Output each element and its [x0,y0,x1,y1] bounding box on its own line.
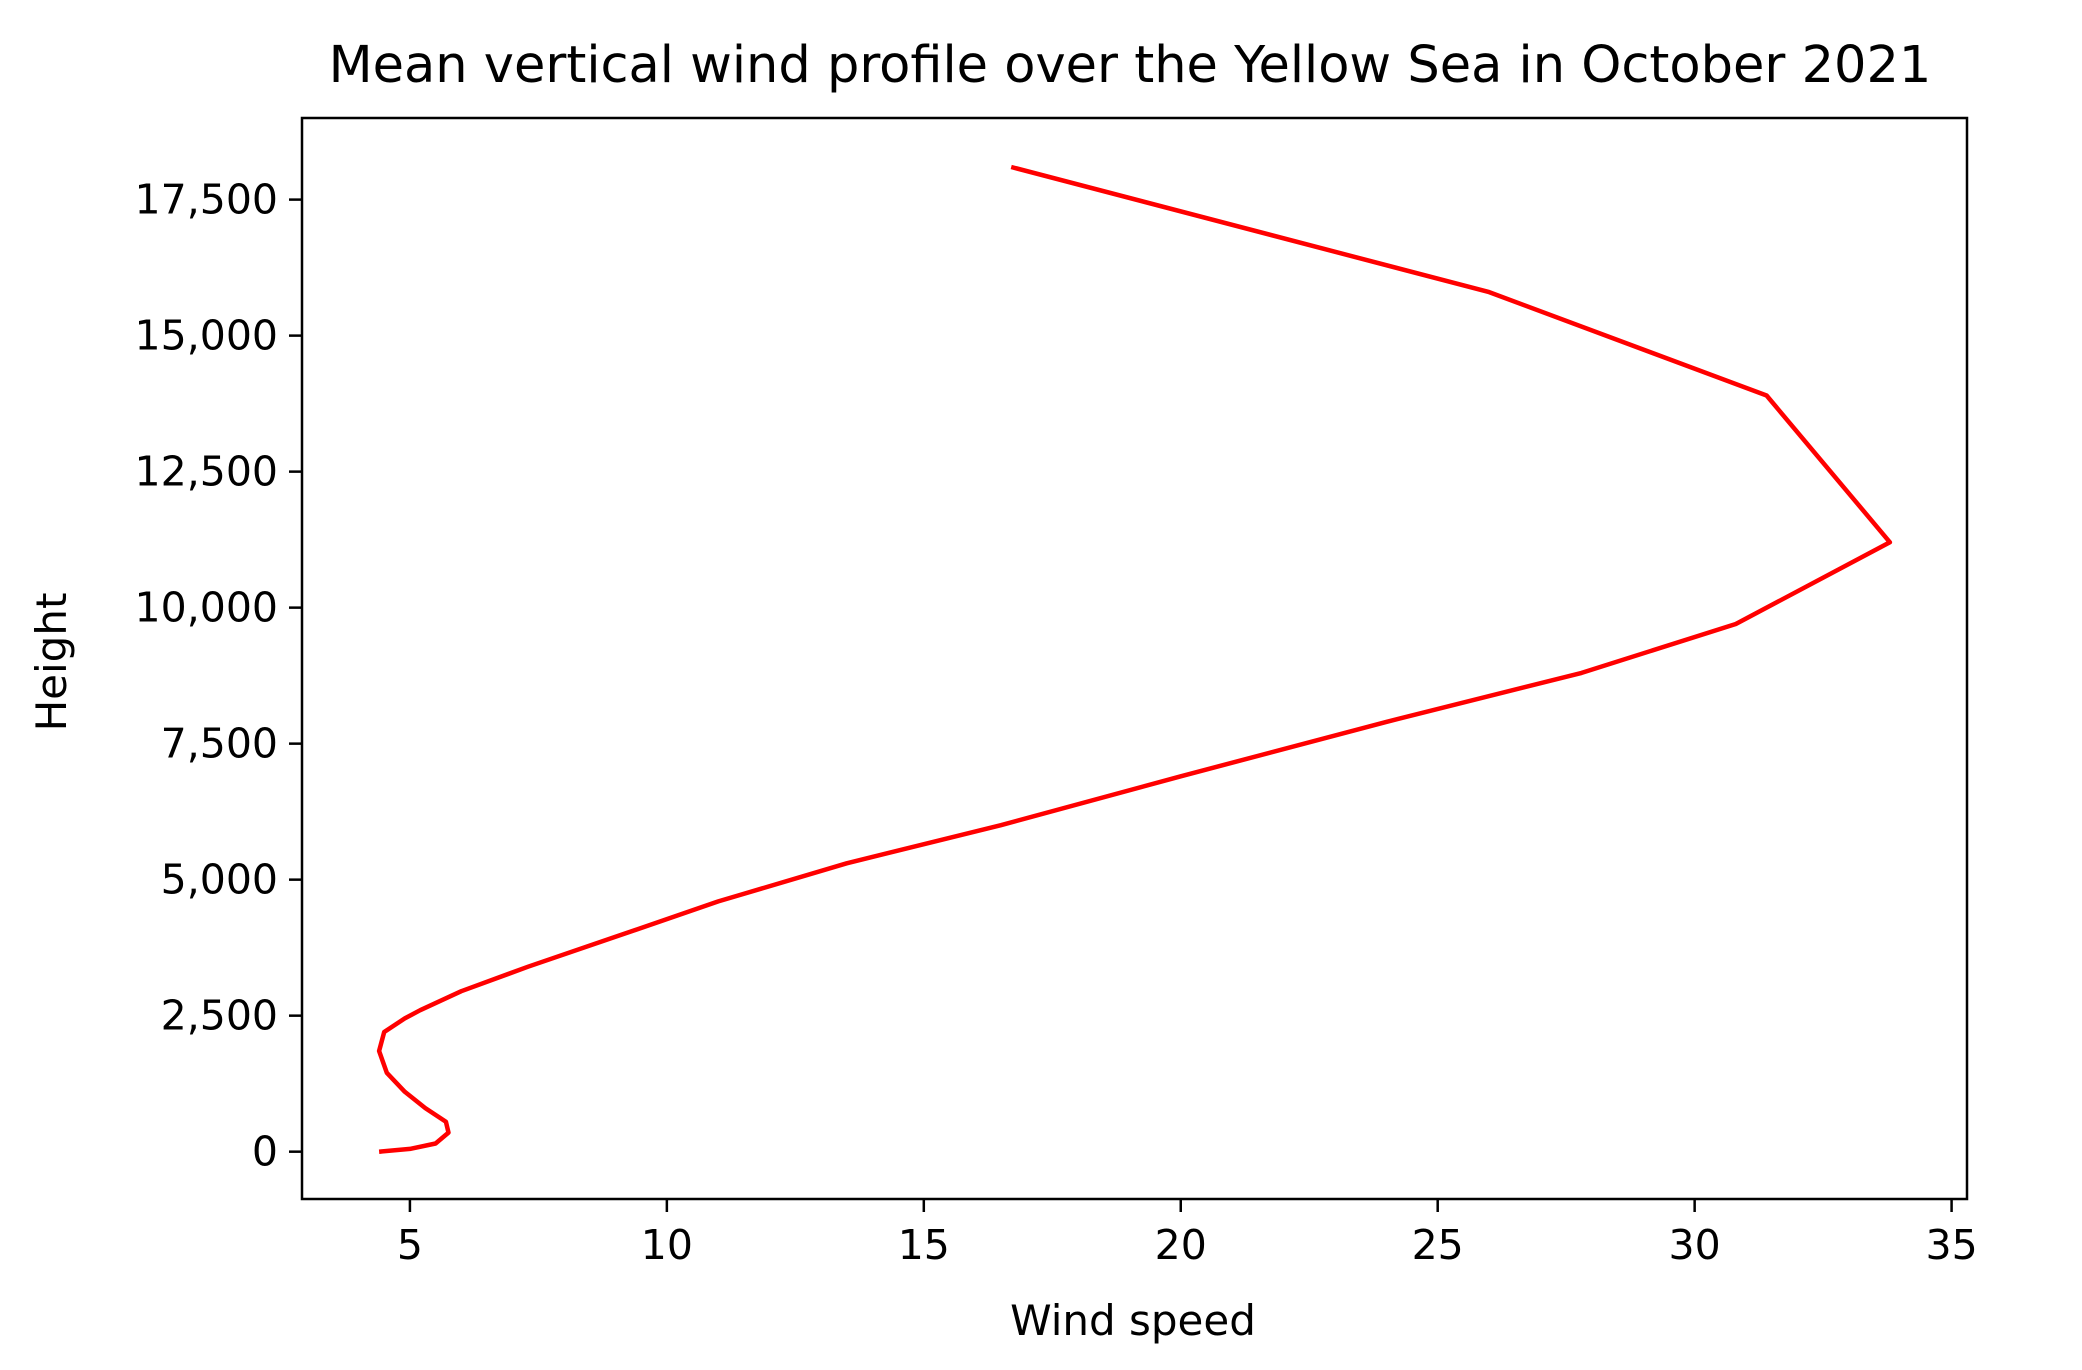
y-tick-label: 2,500 [161,992,278,1040]
plot-frame [300,116,1969,1201]
y-tick-label: 0 [252,1128,278,1176]
y-tick-label: 10,000 [135,584,278,632]
y-tick-label: 12,500 [135,448,278,496]
x-tick-label: 15 [898,1221,950,1269]
wind-profile-line [376,164,1893,1154]
chart-title: Mean vertical wind profile over the Yell… [329,36,1932,95]
x-tick-label: 5 [397,1221,423,1269]
y-tick-label: 15,000 [135,312,278,360]
y-axis-label: Height [27,593,76,732]
y-tick-label: 7,500 [161,720,278,768]
x-tick-label: 20 [1155,1221,1207,1269]
x-axis-ticks: 5 10 15 20 25 30 35 [397,1199,1978,1269]
x-tick-label: 10 [641,1221,693,1269]
x-tick-label: 30 [1669,1221,1721,1269]
x-tick-label: 35 [1925,1221,1977,1269]
x-tick-label: 25 [1412,1221,1464,1269]
y-tick-label: 17,500 [135,176,278,224]
y-tick-label: 5,000 [161,856,278,904]
y-axis-ticks: 0 2,500 5,000 7,500 10,000 12,500 15,000 17,500 [135,176,302,1176]
x-axis-label: Wind speed [1010,1296,1256,1345]
